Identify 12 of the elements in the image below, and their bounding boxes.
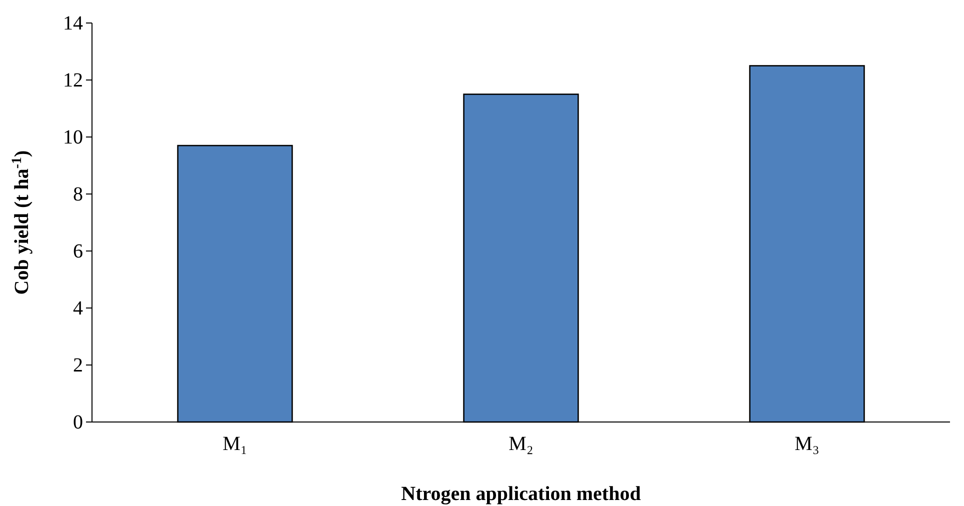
y-tick-label: 10 [63, 126, 83, 148]
y-tick-label: 8 [73, 183, 83, 206]
y-tick-label: 0 [73, 411, 83, 434]
y-tick-label: 14 [63, 12, 83, 34]
y-tick-label: 6 [73, 240, 83, 262]
y-tick-label: 4 [73, 297, 83, 320]
y-tick-label: 2 [73, 354, 83, 376]
y-tick-label: 12 [63, 69, 83, 92]
x-tick-label: M₂ [508, 433, 534, 456]
x-axis-title: Ntrogen application method [401, 483, 641, 505]
x-tick-label: M₃ [794, 433, 820, 456]
x-tick-label: M₁ [222, 433, 248, 456]
